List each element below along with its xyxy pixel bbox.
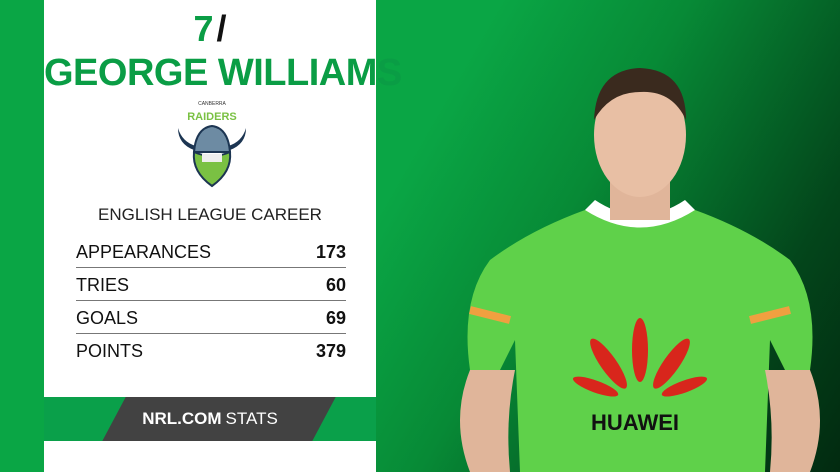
- number-text: 7: [193, 8, 214, 49]
- stat-row-tries: TRIES 60: [76, 269, 346, 301]
- stat-label: GOALS: [76, 307, 139, 328]
- stat-value: 69: [325, 307, 346, 328]
- footer-band: NRL.COM STATS: [44, 397, 376, 441]
- player-photo: HUAWEI: [460, 68, 820, 472]
- stat-label: POINTS: [76, 341, 144, 361]
- jersey-number: 7/: [44, 10, 376, 48]
- nrl-stats-brand: NRL.COM STATS: [44, 409, 376, 429]
- jersey-sponsor-text: HUAWEI: [591, 410, 679, 435]
- logo-top-text: CANBERRA: [198, 101, 226, 107]
- stat-row-points: POINTS 379: [76, 335, 346, 367]
- stat-row-goals: GOALS 69: [76, 302, 346, 334]
- stat-row-appearances: APPEARANCES 173: [76, 236, 346, 268]
- slash: /: [216, 8, 227, 49]
- player-name: GEORGE WILLIAMS: [44, 52, 402, 94]
- stats-title: ENGLISH LEAGUE CAREER: [98, 205, 322, 224]
- stat-value: 173: [315, 241, 346, 262]
- stat-value: 379: [315, 341, 346, 361]
- stat-label: TRIES: [76, 274, 130, 295]
- stat-value: 60: [325, 274, 346, 295]
- logo-main-text: RAIDERS: [187, 111, 237, 123]
- brand-bold: NRL.COM: [142, 409, 222, 428]
- stat-label: APPEARANCES: [76, 241, 212, 262]
- brand-light: STATS: [225, 409, 278, 428]
- stats-panel: 7/ GEORGE WILLIAMS CANBERRA RAIDERS ENGL…: [44, 0, 402, 472]
- raiders-logo: CANBERRA RAIDERS: [178, 101, 246, 188]
